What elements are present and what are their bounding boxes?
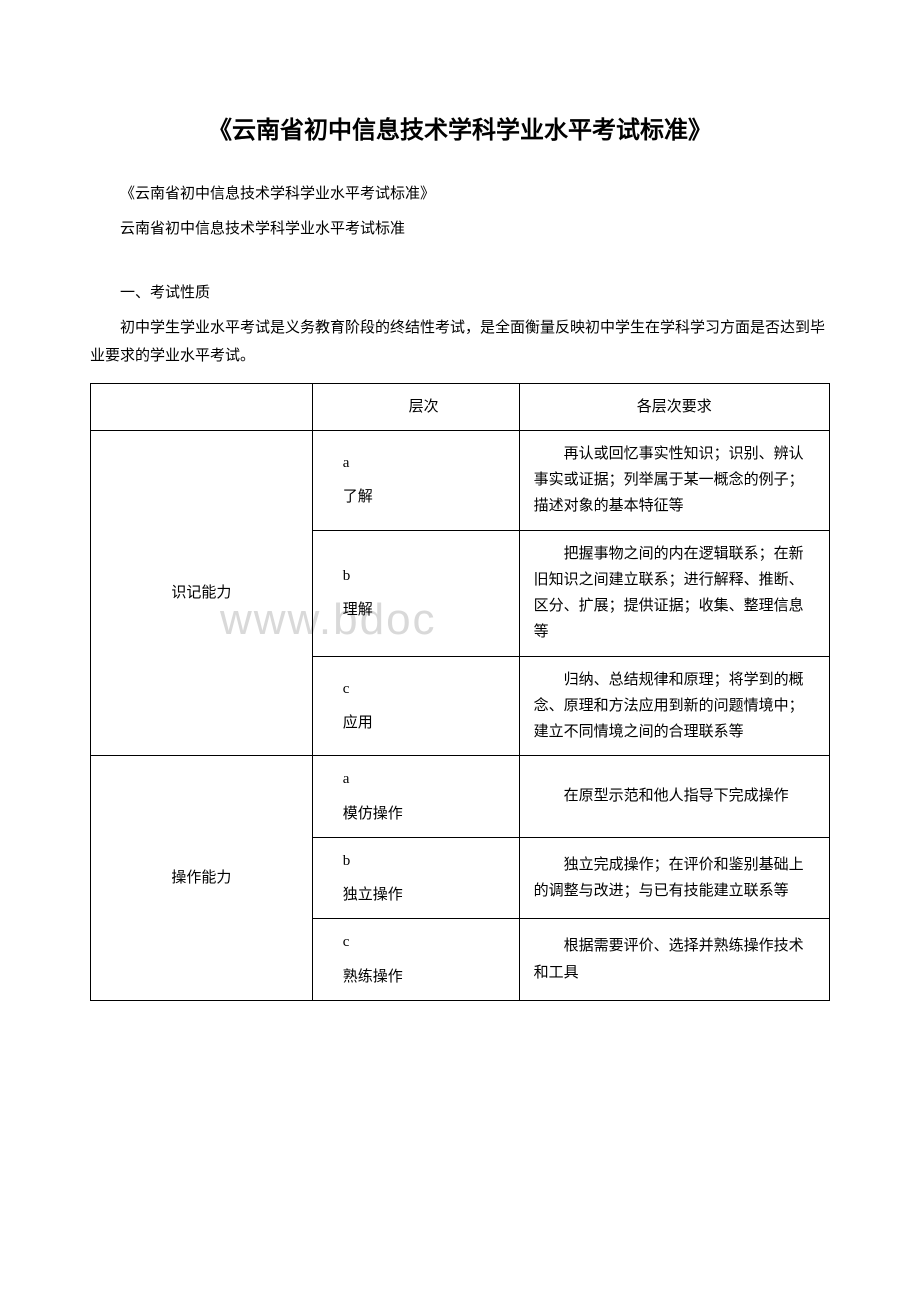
requirement-text: 归纳、总结规律和原理；将学到的概念、原理和方法应用到新的问题情境中；建立不同情境… — [534, 667, 815, 746]
spacer — [90, 249, 830, 279]
header-cell-empty — [91, 383, 313, 430]
standards-table: 层次 各层次要求 识记能力 a 了解 再认或回忆事实性知识；识别、辨认事实或证据… — [90, 383, 830, 1001]
level-letter: a — [343, 766, 505, 792]
level-name: 独立操作 — [343, 882, 505, 908]
requirement-text: 独立完成操作；在评价和鉴别基础上的调整与改进；与已有技能建立联系等 — [534, 852, 815, 905]
level-cell: c 应用 — [312, 656, 519, 756]
level-cell: c 熟练操作 — [312, 919, 519, 1001]
category-cell: 操作能力 — [91, 756, 313, 1001]
section-1-heading: 一、考试性质 — [90, 279, 830, 308]
table-row: 识记能力 a 了解 再认或回忆事实性知识；识别、辨认事实或证据；列举属于某一概念… — [91, 430, 830, 530]
level-cell: a 模仿操作 — [312, 756, 519, 838]
requirement-cell: 把握事物之间的内在逻辑联系；在新旧知识之间建立联系；进行解释、推断、区分、扩展；… — [519, 530, 829, 656]
requirement-text: 再认或回忆事实性知识；识别、辨认事实或证据；列举属于某一概念的例子；描述对象的基… — [534, 441, 815, 520]
requirement-cell: 再认或回忆事实性知识；识别、辨认事实或证据；列举属于某一概念的例子；描述对象的基… — [519, 430, 829, 530]
document-title: 《云南省初中信息技术学科学业水平考试标准》 — [90, 110, 830, 145]
requirement-text: 把握事物之间的内在逻辑联系；在新旧知识之间建立联系；进行解释、推断、区分、扩展；… — [534, 541, 815, 646]
level-name: 应用 — [343, 710, 505, 736]
category-cell: 识记能力 — [91, 430, 313, 756]
level-name: 模仿操作 — [343, 801, 505, 827]
requirement-cell: 归纳、总结规律和原理；将学到的概念、原理和方法应用到新的问题情境中；建立不同情境… — [519, 656, 829, 756]
table-header-row: 层次 各层次要求 — [91, 383, 830, 430]
level-name: 理解 — [343, 597, 505, 623]
requirement-text: 根据需要评价、选择并熟练操作技术和工具 — [534, 933, 815, 986]
header-cell-requirement: 各层次要求 — [519, 383, 829, 430]
section-1-body: 初中学生学业水平考试是义务教育阶段的终结性考试，是全面衡量反映初中学生在学科学习… — [90, 314, 830, 371]
level-letter: b — [343, 848, 505, 874]
header-cell-level: 层次 — [312, 383, 519, 430]
document-content: 《云南省初中信息技术学科学业水平考试标准》 《云南省初中信息技术学科学业水平考试… — [90, 110, 830, 1001]
requirement-cell: 独立完成操作；在评价和鉴别基础上的调整与改进；与已有技能建立联系等 — [519, 837, 829, 919]
level-letter: b — [343, 563, 505, 589]
level-letter: c — [343, 676, 505, 702]
level-name: 熟练操作 — [343, 964, 505, 990]
level-cell: a 了解 — [312, 430, 519, 530]
level-name: 了解 — [343, 484, 505, 510]
level-cell: b 独立操作 — [312, 837, 519, 919]
table-row: 操作能力 a 模仿操作 在原型示范和他人指导下完成操作 — [91, 756, 830, 838]
level-letter: a — [343, 450, 505, 476]
level-letter: c — [343, 929, 505, 955]
subtitle-1: 《云南省初中信息技术学科学业水平考试标准》 — [90, 180, 830, 209]
requirement-cell: 根据需要评价、选择并熟练操作技术和工具 — [519, 919, 829, 1001]
level-cell: b 理解 — [312, 530, 519, 656]
requirement-text: 在原型示范和他人指导下完成操作 — [534, 783, 815, 809]
subtitle-2: 云南省初中信息技术学科学业水平考试标准 — [90, 215, 830, 244]
requirement-cell: 在原型示范和他人指导下完成操作 — [519, 756, 829, 838]
